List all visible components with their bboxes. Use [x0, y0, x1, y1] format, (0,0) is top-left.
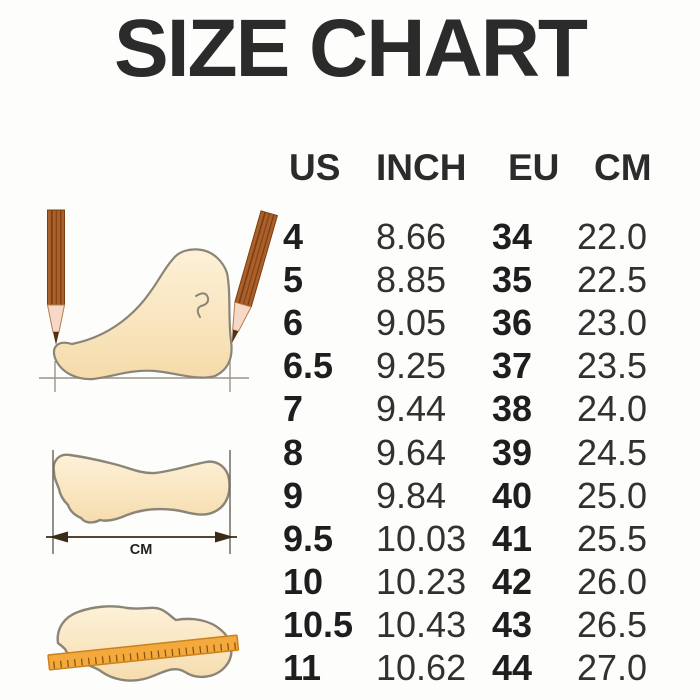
table-cell: 34 [492, 215, 533, 257]
table-cell: 24.0 [577, 388, 648, 430]
table-cell: 39 [492, 431, 533, 473]
table-cell: 23.5 [577, 345, 648, 387]
table-row: 11 10.62 44 27.0 [283, 647, 683, 690]
table-row: 7 9.44 38 24.0 [283, 388, 683, 431]
column-header-inch: INCH [376, 147, 467, 188]
measure-unit-label: CM [130, 542, 153, 558]
table-cell: 10.23 [376, 561, 467, 603]
table-cell: 22.5 [577, 258, 648, 300]
table-cell: 4 [283, 215, 304, 257]
table-cell: 7 [283, 388, 304, 430]
footprint-length-illustration: CM [46, 450, 237, 558]
table-cell: 10.43 [376, 604, 467, 646]
table-cell: 9.44 [376, 388, 447, 430]
foot-measure-illustration [39, 209, 279, 392]
table-cell: 23.0 [577, 301, 648, 343]
table-cell: 42 [492, 561, 533, 603]
table-row: 10 10.23 42 26.0 [283, 561, 683, 604]
table-cell: 9.64 [376, 431, 447, 473]
table-cell: 43 [492, 604, 533, 646]
footprint-ruler-illustration [47, 605, 240, 682]
table-row: 10.5 10.43 43 26.5 [283, 604, 683, 647]
table-row: 4 8.66 34 22.0 [283, 215, 683, 258]
table-cell: 40 [492, 474, 533, 516]
table-row: 5 8.85 35 22.5 [283, 258, 683, 301]
table-cell: 6 [283, 301, 304, 343]
table-cell: 26.0 [577, 561, 648, 603]
table-cell: 8.66 [376, 215, 447, 257]
table-row: 9 9.84 40 25.0 [283, 474, 683, 517]
table-cell: 25.5 [577, 517, 648, 559]
pencil-icon [222, 210, 279, 347]
table-cell: 38 [492, 388, 533, 430]
table-cell: 9 [283, 474, 304, 516]
table-row: 6.5 9.25 37 23.5 [283, 345, 683, 388]
pencil-icon [46, 209, 66, 346]
size-conversion-table: US INCH EU CM 4 8.66 34 22.0 5 8.85 35 22.5 6 9.05 36… [283, 147, 683, 690]
table-cell: 10.62 [376, 647, 467, 689]
table-row: 6 9.05 36 23.0 [283, 301, 683, 344]
table-header-row: US INCH EU CM [283, 147, 683, 188]
table-row: 9.5 10.03 41 25.5 [283, 517, 683, 560]
table-cell: 26.5 [577, 604, 648, 646]
table-cell: 27.0 [577, 647, 648, 689]
table-cell: 10 [283, 561, 324, 603]
table-cell: 22.0 [577, 215, 648, 257]
ruler-ticks [53, 642, 237, 669]
foot-side-shape [52, 248, 233, 381]
ruler-icon [47, 634, 240, 671]
table-cell: 8 [283, 431, 304, 473]
column-header-us: US [289, 147, 341, 188]
table-cell: 35 [492, 258, 533, 300]
page-title: SIZE CHART [114, 3, 588, 94]
column-header-cm: CM [594, 147, 652, 188]
footprint-shape [52, 453, 231, 524]
table-cell: 24.5 [577, 431, 648, 473]
length-arrow [46, 531, 237, 543]
column-header-eu: EU [508, 147, 560, 188]
table-cell: 11 [283, 647, 322, 689]
table-cell: 9.84 [376, 474, 447, 516]
table-cell: 44 [492, 647, 533, 689]
table-row: 8 9.64 39 24.5 [283, 431, 683, 474]
table-cell: 5 [283, 258, 304, 300]
table-cell: 41 [492, 517, 533, 559]
table-cell: 9.05 [376, 301, 447, 343]
table-cell: 36 [492, 301, 533, 343]
table-cell: 8.85 [376, 258, 447, 300]
table-cell: 9.25 [376, 345, 447, 387]
table-cell: 9.5 [283, 517, 334, 559]
ankle-curve-mark [195, 292, 210, 318]
table-cell: 10.5 [283, 604, 354, 646]
table-cell: 25.0 [577, 474, 648, 516]
table-cell: 10.03 [376, 517, 467, 559]
table-cell: 6.5 [283, 345, 334, 387]
table-body: 4 8.66 34 22.0 5 8.85 35 22.5 6 9.05 36 23.0 6.5 9.25… [283, 215, 683, 690]
table-cell: 37 [492, 345, 533, 387]
